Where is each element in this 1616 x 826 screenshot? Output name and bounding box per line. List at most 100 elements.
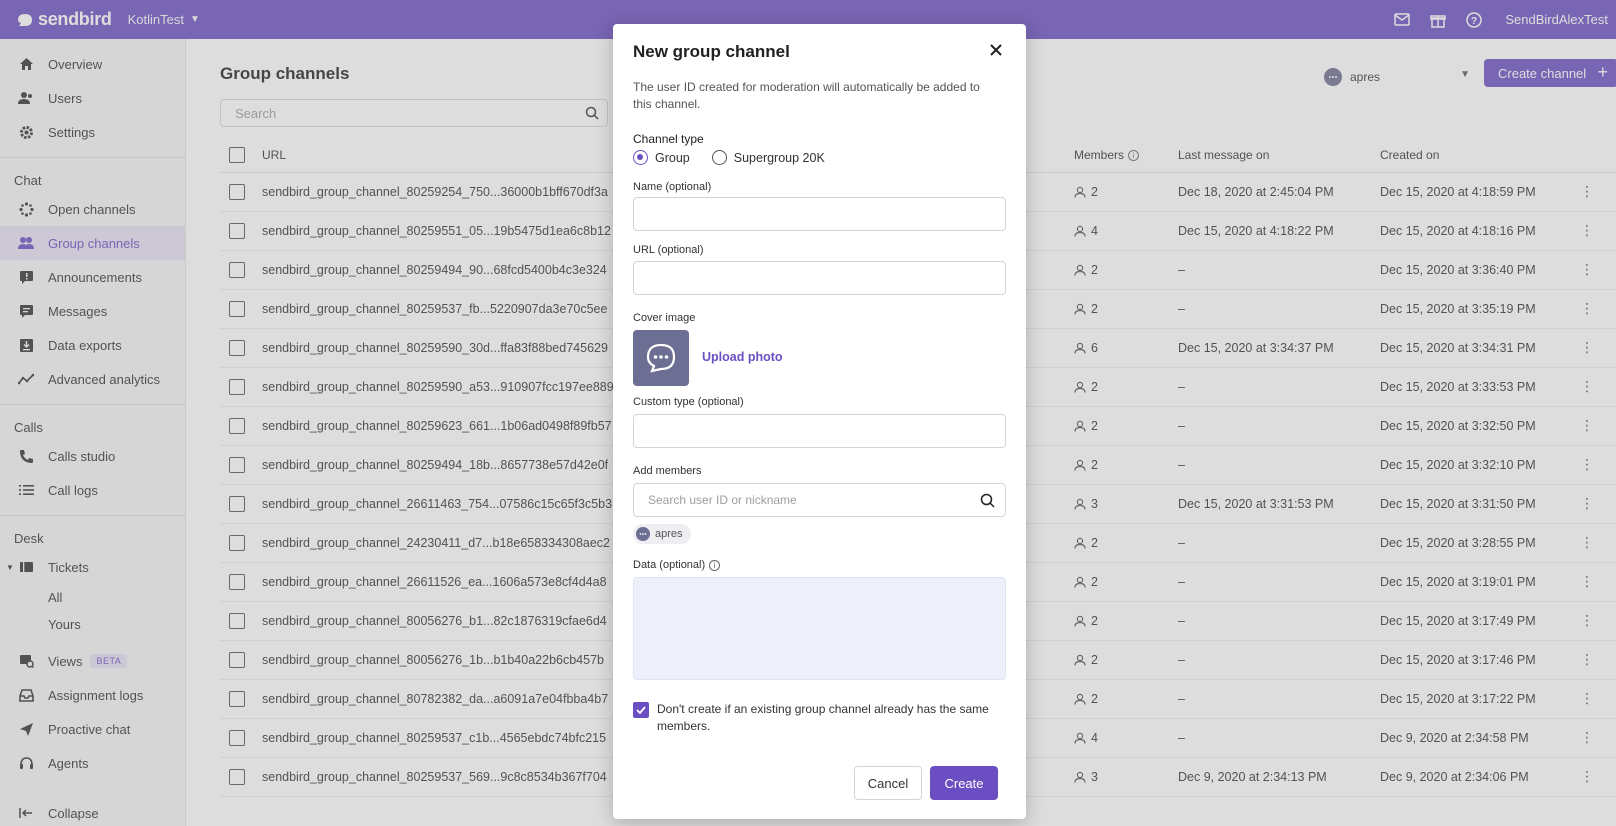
more-options-icon[interactable]: ⋮: [1580, 729, 1594, 745]
more-options-icon[interactable]: ⋮: [1580, 417, 1594, 433]
row-checkbox[interactable]: [229, 691, 245, 707]
channel-url[interactable]: sendbird_group_channel_80259254_750...36…: [262, 185, 608, 199]
app-select-dropdown[interactable]: apres ▼: [1324, 63, 1470, 91]
info-icon[interactable]: i: [709, 559, 721, 571]
radio-supergroup[interactable]: [711, 150, 727, 165]
table-row[interactable]: sendbird_group_channel_26611463_754...07…: [220, 485, 1616, 524]
upload-photo-button[interactable]: Upload photo: [702, 350, 783, 364]
channel-url[interactable]: sendbird_group_channel_80259590_30d...ff…: [262, 341, 608, 355]
more-options-icon[interactable]: ⋮: [1580, 456, 1594, 472]
search-icon[interactable]: [585, 106, 599, 123]
search-input[interactable]: Search: [220, 99, 608, 127]
table-row[interactable]: sendbird_group_channel_80259537_569...9c…: [220, 758, 1616, 797]
more-options-icon[interactable]: ⋮: [1580, 495, 1594, 511]
dedupe-label[interactable]: Don't create if an existing group channe…: [657, 702, 989, 733]
sidebar-item-tickets[interactable]: ▼ Tickets: [0, 550, 185, 584]
channel-url[interactable]: sendbird_group_channel_24230411_d7...b18…: [262, 536, 611, 550]
name-input[interactable]: [633, 197, 1006, 231]
sidebar-item-settings[interactable]: Settings: [0, 115, 185, 149]
sidebar-item-proactive-chat[interactable]: Proactive chat: [0, 712, 185, 746]
more-options-icon[interactable]: ⋮: [1580, 339, 1594, 355]
channel-url[interactable]: sendbird_group_channel_80056276_b1...82c…: [262, 614, 607, 628]
sidebar-item-messages[interactable]: Messages: [0, 294, 185, 328]
more-options-icon[interactable]: ⋮: [1580, 534, 1594, 550]
sidebar-subitem-all[interactable]: All: [48, 590, 63, 605]
sidebar-item-views[interactable]: Views BETA: [0, 644, 185, 678]
row-checkbox[interactable]: [229, 184, 245, 200]
more-options-icon[interactable]: ⋮: [1580, 300, 1594, 316]
row-checkbox[interactable]: [229, 262, 245, 278]
channel-url[interactable]: sendbird_group_channel_80259537_fb...522…: [262, 302, 608, 316]
select-all-checkbox[interactable]: [229, 147, 245, 163]
row-checkbox[interactable]: [229, 496, 245, 512]
channel-url[interactable]: sendbird_group_channel_80782382_da...a60…: [262, 692, 609, 706]
mail-icon[interactable]: [1393, 11, 1411, 29]
sidebar-item-open-channels[interactable]: Open channels: [0, 192, 185, 226]
channel-url[interactable]: sendbird_group_channel_80259551_05...19b…: [262, 224, 611, 238]
gift-icon[interactable]: [1429, 11, 1447, 29]
row-checkbox[interactable]: [229, 301, 245, 317]
channel-url[interactable]: sendbird_group_channel_26611526_ea...160…: [262, 575, 607, 589]
sidebar-item-call-logs[interactable]: Call logs: [0, 473, 185, 507]
more-options-icon[interactable]: ⋮: [1580, 690, 1594, 706]
radio-group-label[interactable]: Group: [655, 150, 690, 165]
search-icon[interactable]: [980, 493, 995, 511]
member-search-input[interactable]: Search user ID or nickname: [633, 483, 1006, 517]
channel-url[interactable]: sendbird_group_channel_26611463_754...07…: [262, 497, 613, 511]
channel-url[interactable]: sendbird_group_channel_80259537_569...9c…: [262, 770, 607, 784]
column-last-message[interactable]: Last message on: [1178, 148, 1270, 162]
channel-url[interactable]: sendbird_group_channel_80259537_c1b...45…: [262, 731, 607, 745]
channel-url[interactable]: sendbird_group_channel_80259590_a53...91…: [262, 380, 614, 394]
member-chip[interactable]: apres: [633, 524, 691, 544]
sidebar-item-announcements[interactable]: Announcements: [0, 260, 185, 294]
sidebar-item-group-channels[interactable]: Group channels: [0, 226, 185, 260]
more-options-icon[interactable]: ⋮: [1580, 768, 1594, 784]
sidebar-collapse[interactable]: Collapse: [0, 796, 185, 826]
more-options-icon[interactable]: ⋮: [1580, 222, 1594, 238]
help-icon[interactable]: ?: [1465, 11, 1483, 29]
sidebar-item-calls-studio[interactable]: Calls studio: [0, 439, 185, 473]
more-options-icon[interactable]: ⋮: [1580, 612, 1594, 628]
row-checkbox[interactable]: [229, 652, 245, 668]
info-icon[interactable]: i: [1128, 149, 1140, 161]
cover-image-placeholder[interactable]: [633, 330, 689, 386]
row-checkbox[interactable]: [229, 457, 245, 473]
data-textarea[interactable]: [633, 577, 1006, 680]
sendbird-logo[interactable]: sendbird: [16, 9, 112, 30]
cancel-button[interactable]: Cancel: [854, 766, 922, 800]
row-checkbox[interactable]: [229, 613, 245, 629]
row-checkbox[interactable]: [229, 223, 245, 239]
more-options-icon[interactable]: ⋮: [1580, 573, 1594, 589]
url-input[interactable]: [633, 261, 1006, 295]
row-checkbox[interactable]: [229, 574, 245, 590]
sidebar-item-overview[interactable]: Overview: [0, 47, 185, 81]
sidebar-subitem-yours[interactable]: Yours: [48, 617, 81, 632]
channel-url[interactable]: sendbird_group_channel_80259494_90...68f…: [262, 263, 607, 277]
column-url[interactable]: URL: [262, 148, 287, 162]
create-channel-button[interactable]: Create channel +: [1484, 59, 1616, 87]
sidebar-item-advanced-analytics[interactable]: Advanced analytics: [0, 362, 185, 396]
channel-url[interactable]: sendbird_group_channel_80259494_18b...86…: [262, 458, 609, 472]
more-options-icon[interactable]: ⋮: [1580, 183, 1594, 199]
row-checkbox[interactable]: [229, 379, 245, 395]
sidebar-item-agents[interactable]: Agents: [0, 746, 185, 780]
more-options-icon[interactable]: ⋮: [1580, 261, 1594, 277]
channel-url[interactable]: sendbird_group_channel_80259623_661...1b…: [262, 419, 612, 433]
row-checkbox[interactable]: [229, 418, 245, 434]
column-created[interactable]: Created on: [1380, 148, 1440, 162]
column-members[interactable]: Members i: [1074, 148, 1140, 162]
radio-group[interactable]: [633, 150, 648, 165]
user-name[interactable]: SendBirdAlexTest: [1505, 12, 1608, 27]
app-switcher[interactable]: KotlinTest ▼: [128, 12, 200, 27]
row-checkbox[interactable]: [229, 769, 245, 785]
close-icon[interactable]: [988, 42, 1004, 58]
row-checkbox[interactable]: [229, 535, 245, 551]
sidebar-item-data-exports[interactable]: Data exports: [0, 328, 185, 362]
more-options-icon[interactable]: ⋮: [1580, 651, 1594, 667]
custom-type-input[interactable]: [633, 414, 1006, 448]
table-row[interactable]: sendbird_group_channel_80259494_90...68f…: [220, 251, 1616, 290]
channel-url[interactable]: sendbird_group_channel_80056276_1b...b1b…: [262, 653, 604, 667]
sidebar-item-assignment-logs[interactable]: Assignment logs: [0, 678, 185, 712]
caret-down-icon[interactable]: ▼: [6, 562, 14, 572]
create-button[interactable]: Create: [930, 766, 998, 800]
